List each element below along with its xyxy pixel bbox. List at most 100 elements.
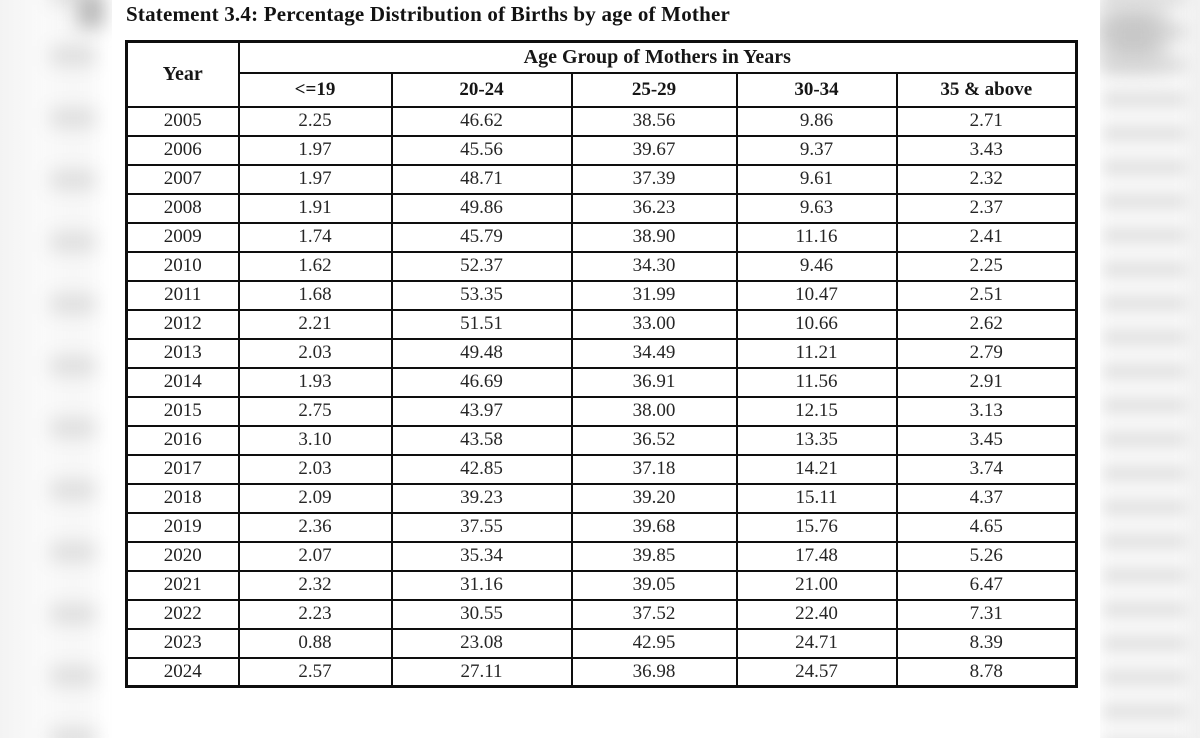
value-cell: 15.76 (735, 511, 898, 543)
value-cell: 2.23 (237, 598, 393, 630)
value-cell: 49.48 (390, 337, 573, 369)
value-cell: 14.21 (735, 453, 898, 485)
table-row: 2023 0.88 23.08 42.95 24.71 8.39 (125, 627, 1078, 659)
age-column-header: 35 & above (895, 71, 1078, 108)
year-cell: 2007 (125, 163, 240, 195)
value-cell: 31.16 (390, 569, 573, 601)
value-cell: 37.55 (390, 511, 573, 543)
page-title: Statement 3.4: Percentage Distribution o… (126, 2, 731, 26)
value-cell: 39.20 (570, 482, 738, 514)
value-cell: 31.99 (570, 279, 738, 311)
value-cell: 2.03 (237, 453, 393, 485)
year-column-header: Year (125, 40, 240, 108)
value-cell: 38.90 (570, 221, 738, 253)
value-cell: 2.62 (895, 308, 1078, 340)
value-cell: 37.52 (570, 598, 738, 630)
year-cell: 2005 (125, 105, 240, 137)
value-cell: 2.03 (237, 337, 393, 369)
value-cell: 38.00 (570, 395, 738, 427)
year-cell: 2020 (125, 540, 240, 572)
table-row: 2007 1.97 48.71 37.39 9.61 2.32 (125, 163, 1078, 195)
year-cell: 2012 (125, 308, 240, 340)
year-cell: 2024 (125, 656, 240, 688)
value-cell: 37.18 (570, 453, 738, 485)
value-cell: 2.09 (237, 482, 393, 514)
value-cell: 23.08 (390, 627, 573, 659)
value-cell: 1.97 (237, 134, 393, 166)
value-cell: 3.43 (895, 134, 1078, 166)
year-cell: 2011 (125, 279, 240, 311)
value-cell: 43.97 (390, 395, 573, 427)
table-header: Year Age Group of Mothers in Years <=19 … (125, 40, 1078, 108)
value-cell: 2.51 (895, 279, 1078, 311)
value-cell: 42.85 (390, 453, 573, 485)
value-cell: 8.39 (895, 627, 1078, 659)
table-row: 2020 2.07 35.34 39.85 17.48 5.26 (125, 540, 1078, 572)
value-cell: 2.32 (237, 569, 393, 601)
value-cell: 17.48 (735, 540, 898, 572)
value-cell: 51.51 (390, 308, 573, 340)
value-cell: 46.69 (390, 366, 573, 398)
blurred-edge-right (1100, 0, 1200, 738)
value-cell: 11.16 (735, 221, 898, 253)
value-cell: 38.56 (570, 105, 738, 137)
table-row: 2012 2.21 51.51 33.00 10.66 2.62 (125, 308, 1078, 340)
value-cell: 34.30 (570, 250, 738, 282)
table-row: 2018 2.09 39.23 39.20 15.11 4.37 (125, 482, 1078, 514)
value-cell: 1.93 (237, 366, 393, 398)
value-cell: 2.71 (895, 105, 1078, 137)
value-cell: 1.68 (237, 279, 393, 311)
year-cell: 2022 (125, 598, 240, 630)
value-cell: 1.62 (237, 250, 393, 282)
value-cell: 2.37 (895, 192, 1078, 224)
value-cell: 11.21 (735, 337, 898, 369)
value-cell: 24.57 (735, 656, 898, 688)
value-cell: 42.95 (570, 627, 738, 659)
value-cell: 39.05 (570, 569, 738, 601)
value-cell: 33.00 (570, 308, 738, 340)
value-cell: 2.32 (895, 163, 1078, 195)
value-cell: 9.86 (735, 105, 898, 137)
age-columns-header-row: <=19 20-24 25-29 30-34 35 & above (127, 71, 1078, 108)
age-group-header: Age Group of Mothers in Years (237, 40, 1078, 74)
value-cell: 2.21 (237, 308, 393, 340)
age-column-header: <=19 (237, 71, 393, 108)
table-row: 2005 2.25 46.62 38.56 9.86 2.71 (125, 105, 1078, 137)
value-cell: 35.34 (390, 540, 573, 572)
table-row: 2014 1.93 46.69 36.91 11.56 2.91 (125, 366, 1078, 398)
value-cell: 39.68 (570, 511, 738, 543)
value-cell: 2.91 (895, 366, 1078, 398)
value-cell: 3.13 (895, 395, 1078, 427)
value-cell: 6.47 (895, 569, 1078, 601)
value-cell: 3.45 (895, 424, 1078, 456)
year-cell: 2018 (125, 482, 240, 514)
value-cell: 2.57 (237, 656, 393, 688)
value-cell: 9.63 (735, 192, 898, 224)
value-cell: 2.75 (237, 395, 393, 427)
year-cell: 2013 (125, 337, 240, 369)
value-cell: 12.15 (735, 395, 898, 427)
age-column-header: 30-34 (735, 71, 898, 108)
value-cell: 5.26 (895, 540, 1078, 572)
group-header-row: Year Age Group of Mothers in Years (125, 40, 1078, 108)
value-cell: 10.47 (735, 279, 898, 311)
table-row: 2017 2.03 42.85 37.18 14.21 3.74 (125, 453, 1078, 485)
value-cell: 34.49 (570, 337, 738, 369)
table-row: 2011 1.68 53.35 31.99 10.47 2.51 (125, 279, 1078, 311)
value-cell: 15.11 (735, 482, 898, 514)
year-cell: 2014 (125, 366, 240, 398)
value-cell: 3.10 (237, 424, 393, 456)
table-row: 2024 2.57 27.11 36.98 24.57 8.78 (125, 656, 1078, 688)
year-cell: 2009 (125, 221, 240, 253)
year-cell: 2021 (125, 569, 240, 601)
table-row: 2008 1.91 49.86 36.23 9.63 2.37 (125, 192, 1078, 224)
year-cell: 2008 (125, 192, 240, 224)
value-cell: 24.71 (735, 627, 898, 659)
table-body: 2005 2.25 46.62 38.56 9.86 2.71 2006 1.97 45.56 3… (125, 105, 1078, 688)
value-cell: 4.37 (895, 482, 1078, 514)
value-cell: 2.36 (237, 511, 393, 543)
value-cell: 13.35 (735, 424, 898, 456)
value-cell: 45.56 (390, 134, 573, 166)
value-cell: 2.25 (895, 250, 1078, 282)
